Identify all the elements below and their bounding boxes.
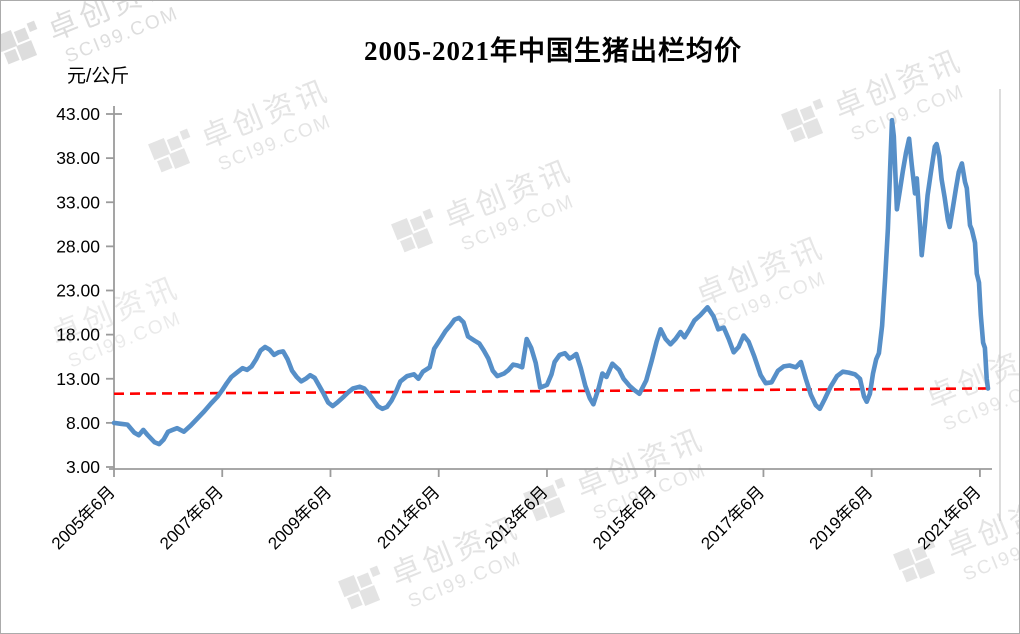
logo-block [790,126,806,143]
logo-block [347,593,363,610]
y-tick-label: 28.00 [56,236,100,256]
logo-block [359,585,381,606]
logo-block [893,548,916,571]
sci-logo-watermark-icon [338,565,381,610]
price-line-series [111,117,991,447]
y-tick-label: 23.00 [56,281,100,301]
reference-dashed-line [113,387,990,396]
logo-block [911,545,928,562]
logo-block [166,135,183,152]
logo-block [356,572,373,589]
logo-block [532,505,548,522]
logo-block [541,484,558,501]
logo-block [26,20,38,32]
logo-block [369,565,381,577]
x-tick-label: 2009年6月 [264,482,335,553]
sci-logo-watermark-icon [1,20,38,65]
x-tick-label: 2007年6月 [156,482,227,553]
y-tick-label: 3.00 [66,457,100,477]
logo-block [148,138,171,161]
x-tick-label: 2019年6月 [806,482,877,553]
sci-logo-watermark-icon [893,538,936,583]
logo-block [157,156,173,173]
logo-block [409,215,426,232]
x-tick-label: 2017年6月 [697,482,768,553]
logo-block [179,128,191,140]
chart-title: 2005-2021年中国生猪出栏均价 [364,36,742,66]
y-axis: 43.00 38.00 33.00 28.00 23.00 18.00 13.00 8.00 3… [56,104,122,477]
logo-block [4,48,20,65]
logo-block [338,575,361,598]
logo-block [812,98,824,110]
logo-block [914,558,936,579]
y-tick-label: 38.00 [56,148,100,168]
y-tick-label: 43.00 [56,104,100,124]
sci-logo-watermark-icon [391,208,434,253]
logo-block [391,218,414,241]
logo-block [1,30,18,53]
logo-block [902,566,918,583]
sci-logo-watermark-icon [781,98,824,143]
logo-block [412,228,434,249]
logo-block [544,497,566,518]
sci-logo-watermark-icon [148,128,191,173]
logo-block [16,40,38,61]
logo-block [802,118,824,139]
logo-block [169,148,191,169]
x-tick-label: 2005年6月 [48,482,119,553]
axes [109,89,1001,521]
logo-block [13,27,30,44]
logo-block [554,477,566,489]
sci-logo-watermark-icon [523,477,566,522]
y-axis-unit-label: 元/公斤 [67,66,130,87]
y-tick-label: 8.00 [66,413,100,433]
logo-block [523,487,546,510]
logo-block [781,108,804,131]
y-tick-label: 13.00 [56,369,100,389]
logo-block [924,538,936,550]
x-tick-label: 2011年6月 [374,482,444,552]
y-tick-label: 18.00 [56,325,100,345]
logo-block [799,105,816,122]
y-tick-label: 33.00 [56,192,100,212]
logo-block [422,208,434,220]
logo-block [400,236,416,253]
